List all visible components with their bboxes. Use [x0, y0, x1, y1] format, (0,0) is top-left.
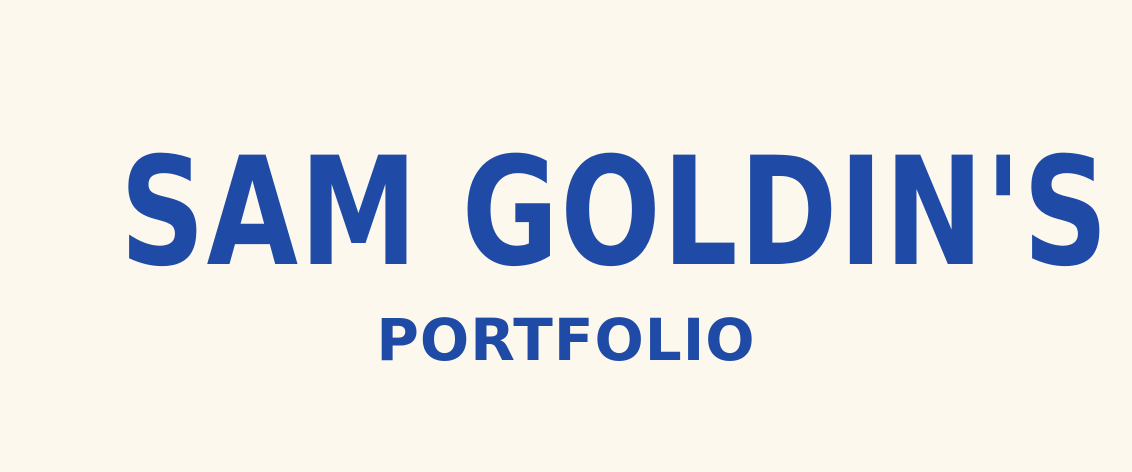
subtitle: PORTFOLIO [376, 306, 756, 374]
title: SAM GOLDIN'S [119, 126, 1110, 300]
